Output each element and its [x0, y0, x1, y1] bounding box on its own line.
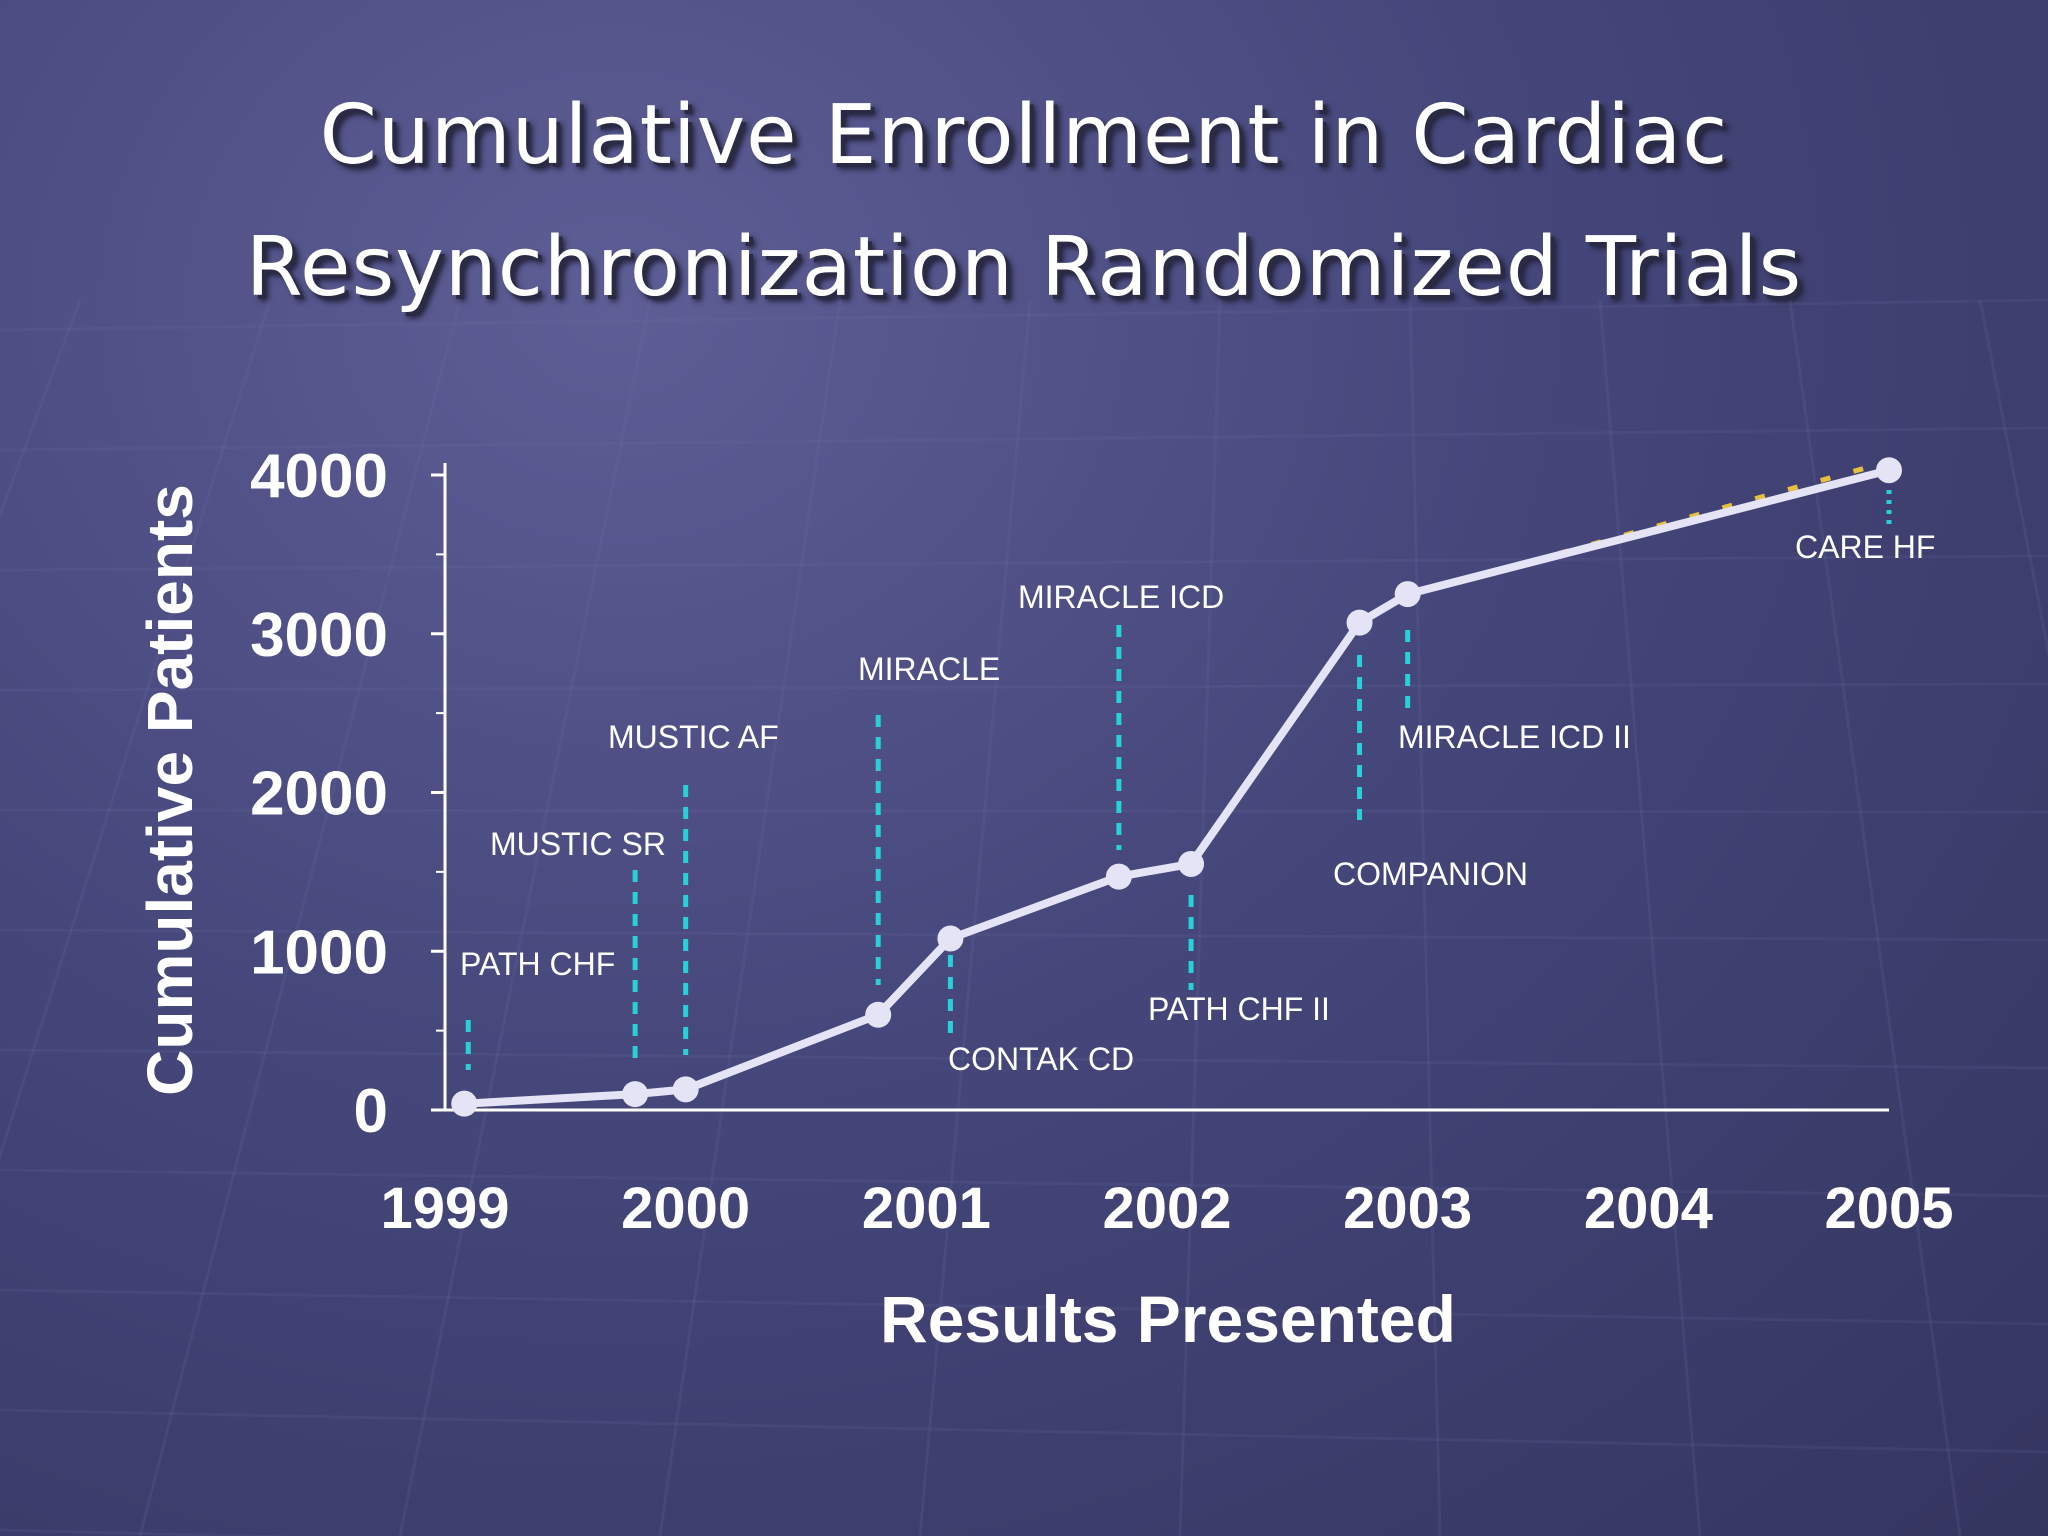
- bg-grid-line: [0, 928, 2048, 942]
- bg-grid-line: [0, 298, 2048, 332]
- chart-labels: PATH CHF MUSTIC SR MUSTIC AF MIRACLE CONTAK …: [460, 529, 1935, 1077]
- bg-grid-line: [918, 299, 1032, 1536]
- x-tick-label: 2002: [1102, 1176, 1231, 1241]
- series-line: [464, 466, 1890, 1108]
- x-axis-title: Results Presented: [880, 1282, 1456, 1356]
- bg-grid-line: [0, 426, 2048, 452]
- chart-title-line-2: Resynchronization Randomized Trials: [245, 220, 1803, 315]
- bg-grid-line: [0, 1408, 2048, 1454]
- bg-grid-line: [0, 1048, 2048, 1070]
- data-point: [937, 925, 964, 952]
- bg-grid-line: [0, 1288, 2048, 1326]
- trial-label: MUSTIC SR: [490, 826, 666, 862]
- bg-grid-line: [658, 299, 842, 1536]
- data-point: [1105, 863, 1132, 890]
- chart-series: [451, 457, 1902, 1117]
- x-tick-label: 2004: [1584, 1176, 1713, 1241]
- trial-label: CARE HF: [1795, 529, 1935, 565]
- y-tick-label: 0: [354, 1077, 388, 1146]
- bg-grid-line: [0, 299, 272, 1161]
- bg-grid-line: [0, 1528, 308, 1536]
- bg-grid-line: [1978, 299, 2048, 659]
- y-tick-label: 4000: [250, 442, 388, 511]
- bg-grid-line: [0, 554, 2048, 572]
- bg-grid-line: [0, 1168, 2048, 1198]
- bg-grid-line: [0, 808, 2048, 814]
- y-tick-label: 1000: [250, 918, 388, 987]
- leader-lines: [465, 490, 1892, 1070]
- y-axis-title: Cumulative Patients: [134, 484, 206, 1096]
- chart-title-line-1: Cumulative Enrollment in Cardiac: [319, 88, 1729, 183]
- y-tick-label: 3000: [250, 601, 388, 670]
- data-point: [622, 1081, 649, 1108]
- x-tick-label: 1999: [380, 1176, 509, 1241]
- data-point: [1178, 850, 1205, 877]
- trial-label: COMPANION: [1333, 856, 1528, 892]
- data-point: [451, 1090, 478, 1117]
- trial-label: MIRACLE: [858, 651, 1000, 687]
- bg-grid-line: [1408, 299, 1442, 1536]
- trial-label: PATH CHF II: [1148, 991, 1330, 1027]
- bg-grid-line: [138, 299, 462, 1536]
- y-tick-label: 2000: [250, 760, 388, 829]
- bg-grid-line: [0, 299, 82, 520]
- data-point: [672, 1076, 699, 1103]
- x-tick-label: 2000: [621, 1176, 750, 1241]
- trial-label: MIRACLE ICD: [1018, 579, 1224, 615]
- data-point: [1876, 457, 1902, 484]
- background-grid: [0, 298, 2048, 1536]
- x-tick-label: 2005: [1824, 1176, 1953, 1241]
- bg-grid-line: [1178, 299, 1222, 1536]
- data-point: [865, 1001, 892, 1028]
- trial-label: MUSTIC AF: [608, 719, 779, 755]
- chart-axes: 0 1000 2000 3000 4000 1999 2000 2001 2002 2003 200…: [134, 442, 1954, 1356]
- trial-label: CONTAK CD: [948, 1041, 1134, 1077]
- bg-grid-line: [1788, 299, 1962, 1536]
- data-point: [1394, 581, 1421, 608]
- data-point: [1346, 609, 1373, 636]
- bg-grid-line: [398, 299, 652, 1536]
- bg-grid-line: [0, 682, 2048, 692]
- x-tick-label: 2001: [862, 1176, 991, 1241]
- x-tick-label: 2003: [1343, 1176, 1472, 1241]
- trial-label: PATH CHF: [460, 946, 615, 982]
- trial-label: MIRACLE ICD II: [1398, 719, 1631, 755]
- bg-grid-line: [1598, 299, 1702, 1536]
